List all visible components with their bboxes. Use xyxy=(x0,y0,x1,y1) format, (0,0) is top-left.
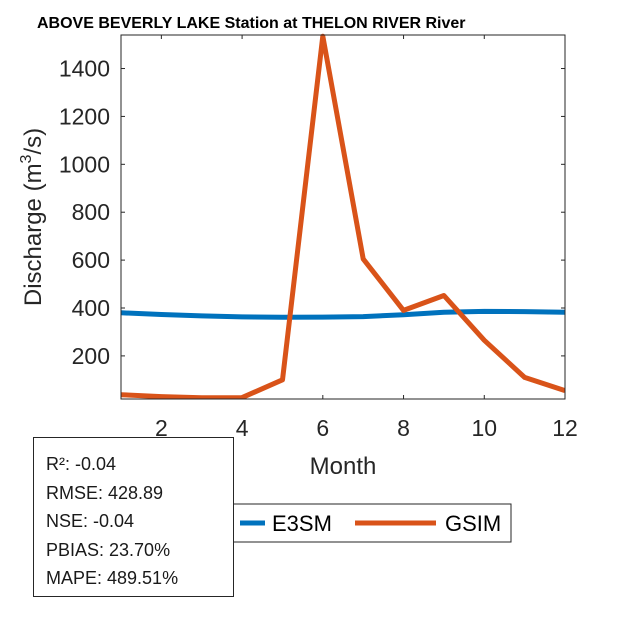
x-tick-label: 8 xyxy=(397,415,410,441)
y-tick-label: 600 xyxy=(72,247,110,273)
x-axis-label: Month xyxy=(310,453,377,480)
y-tick-labels: 200 400 600 800 1000 1200 1400 xyxy=(59,56,110,369)
x-tick-label: 12 xyxy=(552,415,578,441)
y-tick-label: 1400 xyxy=(59,56,110,82)
y-tick-label: 1200 xyxy=(59,103,110,129)
y-axis-label-main: Discharge (m xyxy=(20,163,47,306)
x-tick-label: 2 xyxy=(155,415,168,441)
series-layer xyxy=(121,33,565,399)
series-line-gsim xyxy=(121,33,565,399)
legend-label-gsim: GSIM xyxy=(445,511,501,536)
y-tick-label: 800 xyxy=(72,199,110,225)
stat-mape: MAPE: 489.51% xyxy=(46,568,179,588)
y-axis-label: Discharge (m3/s) xyxy=(18,128,47,306)
series-line-e3sm xyxy=(121,308,565,320)
stats-box: R²: -0.04 RMSE: 428.89 NSE: -0.04 PBIAS:… xyxy=(33,437,234,597)
stat-nse: NSE: -0.04 xyxy=(46,511,135,531)
x-tick-label: 4 xyxy=(236,415,249,441)
y-tick-label: 1000 xyxy=(59,151,110,177)
stat-r2: R²: -0.04 xyxy=(46,454,117,474)
chart-title: ABOVE BEVERLY LAKE Station at THELON RIV… xyxy=(37,15,466,32)
x-tick-label: 10 xyxy=(471,415,497,441)
legend-label-e3sm: E3SM xyxy=(272,511,332,536)
x-tick-labels: 2 4 6 8 10 12 xyxy=(155,415,578,441)
axes-box xyxy=(120,34,566,400)
y-tick-label: 200 xyxy=(72,343,110,369)
y-tick-label: 400 xyxy=(72,295,110,321)
y-axis-label-superscript: 3 xyxy=(18,154,35,163)
plot-area xyxy=(121,35,565,399)
stat-pbias: PBIAS: 23.70% xyxy=(46,539,171,560)
x-tick-label: 6 xyxy=(316,415,329,441)
stat-rmse: RMSE: 428.89 xyxy=(46,482,164,503)
legend: E3SM GSIM xyxy=(232,503,512,543)
y-axis-label-tail: /s) xyxy=(20,128,47,155)
